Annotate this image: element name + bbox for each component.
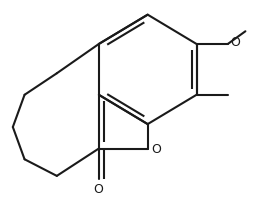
Text: O: O (231, 36, 241, 50)
Text: O: O (152, 143, 161, 156)
Text: O: O (93, 183, 103, 196)
